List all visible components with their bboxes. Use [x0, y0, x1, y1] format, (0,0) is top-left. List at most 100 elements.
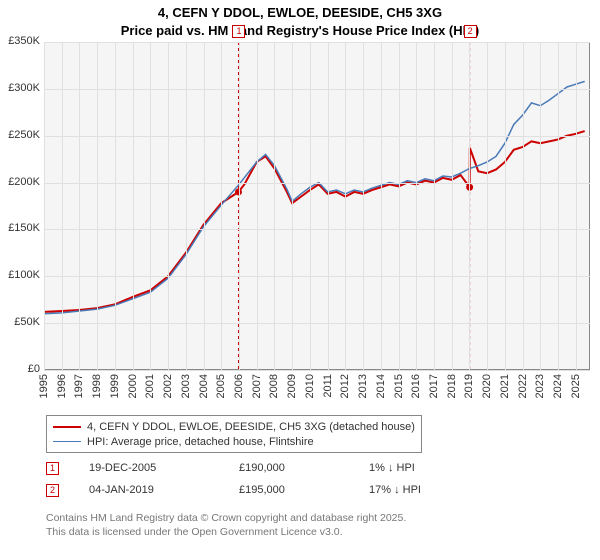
gridline-v: [221, 42, 222, 370]
gridline-v: [44, 42, 45, 370]
gridline-v: [239, 42, 240, 370]
footer-line-2: This data is licensed under the Open Gov…: [46, 526, 406, 540]
x-tick-label: 2004: [198, 374, 210, 398]
gridline-v: [168, 42, 169, 370]
y-tick-label: £100K: [0, 269, 40, 281]
x-tick-label: 1998: [91, 374, 103, 398]
x-tick-label: 2024: [552, 374, 564, 398]
gridline-v: [345, 42, 346, 370]
x-tick-label: 2014: [375, 374, 387, 398]
legend: 4, CEFN Y DDOL, EWLOE, DEESIDE, CH5 3XG …: [46, 415, 422, 453]
x-tick-label: 2009: [286, 374, 298, 398]
sale-marker-badge: 1: [232, 25, 245, 38]
gridline-h: [44, 42, 590, 43]
y-tick-label: £0: [0, 363, 40, 375]
x-tick-label: 2003: [180, 374, 192, 398]
gridline-h: [44, 323, 590, 324]
x-tick-label: 2025: [570, 374, 582, 398]
x-tick-label: 1995: [38, 374, 50, 398]
y-tick-label: £300K: [0, 82, 40, 94]
gridline-v: [523, 42, 524, 370]
gridline-v: [540, 42, 541, 370]
legend-swatch: [53, 426, 81, 428]
x-tick-label: 2021: [499, 374, 511, 398]
x-tick-label: 2006: [233, 374, 245, 398]
series-hpi: [44, 81, 585, 313]
event-date: 04-JAN-2019: [89, 484, 239, 496]
gridline-v: [62, 42, 63, 370]
event-delta: 1% ↓ HPI: [369, 462, 415, 474]
y-tick-label: £350K: [0, 35, 40, 47]
x-tick-label: 1997: [73, 374, 85, 398]
x-tick-label: 2005: [215, 374, 227, 398]
gridline-v: [505, 42, 506, 370]
event-date: 19-DEC-2005: [89, 462, 239, 474]
x-tick-label: 2016: [410, 374, 422, 398]
x-tick-label: 2010: [304, 374, 316, 398]
gridline-v: [133, 42, 134, 370]
gridline-h: [44, 136, 590, 137]
x-tick-label: 2000: [127, 374, 139, 398]
x-tick-label: 2002: [162, 374, 174, 398]
series-property: [44, 131, 585, 312]
gridline-v: [328, 42, 329, 370]
x-tick-label: 2008: [268, 374, 280, 398]
event-marker-badge: 1: [46, 462, 59, 475]
event-row: 2 04-JAN-2019£195,00017% ↓ HPI: [46, 480, 421, 500]
footer-line-1: Contains HM Land Registry data © Crown c…: [46, 512, 406, 526]
gridline-h: [44, 370, 590, 371]
legend-item: 4, CEFN Y DDOL, EWLOE, DEESIDE, CH5 3XG …: [53, 419, 415, 434]
gridline-v: [381, 42, 382, 370]
x-tick-label: 2001: [144, 374, 156, 398]
event-row: 1 19-DEC-2005£190,0001% ↓ HPI: [46, 458, 421, 478]
x-tick-label: 2013: [357, 374, 369, 398]
x-tick-label: 2015: [393, 374, 405, 398]
gridline-v: [115, 42, 116, 370]
gridline-v: [416, 42, 417, 370]
x-tick-label: 2022: [517, 374, 529, 398]
gridline-v: [150, 42, 151, 370]
x-tick-label: 2023: [534, 374, 546, 398]
gridline-v: [310, 42, 311, 370]
sale-marker-badge: 2: [464, 25, 477, 38]
gridline-h: [44, 276, 590, 277]
gridline-v: [204, 42, 205, 370]
gridline-v: [97, 42, 98, 370]
gridline-v: [399, 42, 400, 370]
x-tick-label: 2020: [481, 374, 493, 398]
sale-events: 1 19-DEC-2005£190,0001% ↓ HPI 2 04-JAN-2019…: [46, 458, 421, 502]
x-tick-label: 1999: [109, 374, 121, 398]
gridline-v: [469, 42, 470, 370]
legend-swatch: [53, 441, 81, 443]
event-delta: 17% ↓ HPI: [369, 484, 421, 496]
x-tick-label: 2019: [463, 374, 475, 398]
gridline-v: [292, 42, 293, 370]
legend-label: 4, CEFN Y DDOL, EWLOE, DEESIDE, CH5 3XG …: [87, 421, 415, 433]
gridline-v: [257, 42, 258, 370]
x-tick-label: 2007: [251, 374, 263, 398]
footer-attribution: Contains HM Land Registry data © Crown c…: [46, 512, 406, 539]
event-price: £195,000: [239, 484, 369, 496]
gridline-v: [274, 42, 275, 370]
y-tick-label: £50K: [0, 316, 40, 328]
x-tick-label: 2011: [322, 374, 334, 398]
gridline-v: [434, 42, 435, 370]
x-tick-label: 1996: [56, 374, 68, 398]
gridline-v: [487, 42, 488, 370]
y-tick-label: £250K: [0, 129, 40, 141]
x-tick-label: 2017: [428, 374, 440, 398]
gridline-v: [363, 42, 364, 370]
x-tick-label: 2018: [446, 374, 458, 398]
gridline-v: [186, 42, 187, 370]
y-tick-label: £200K: [0, 176, 40, 188]
gridline-v: [452, 42, 453, 370]
gridline-h: [44, 229, 590, 230]
legend-label: HPI: Average price, detached house, Flin…: [87, 436, 314, 448]
gridline-h: [44, 89, 590, 90]
x-tick-label: 2012: [339, 374, 351, 398]
event-marker-badge: 2: [46, 484, 59, 497]
gridline-v: [558, 42, 559, 370]
event-price: £190,000: [239, 462, 369, 474]
legend-item: HPI: Average price, detached house, Flin…: [53, 434, 415, 449]
y-tick-label: £150K: [0, 222, 40, 234]
